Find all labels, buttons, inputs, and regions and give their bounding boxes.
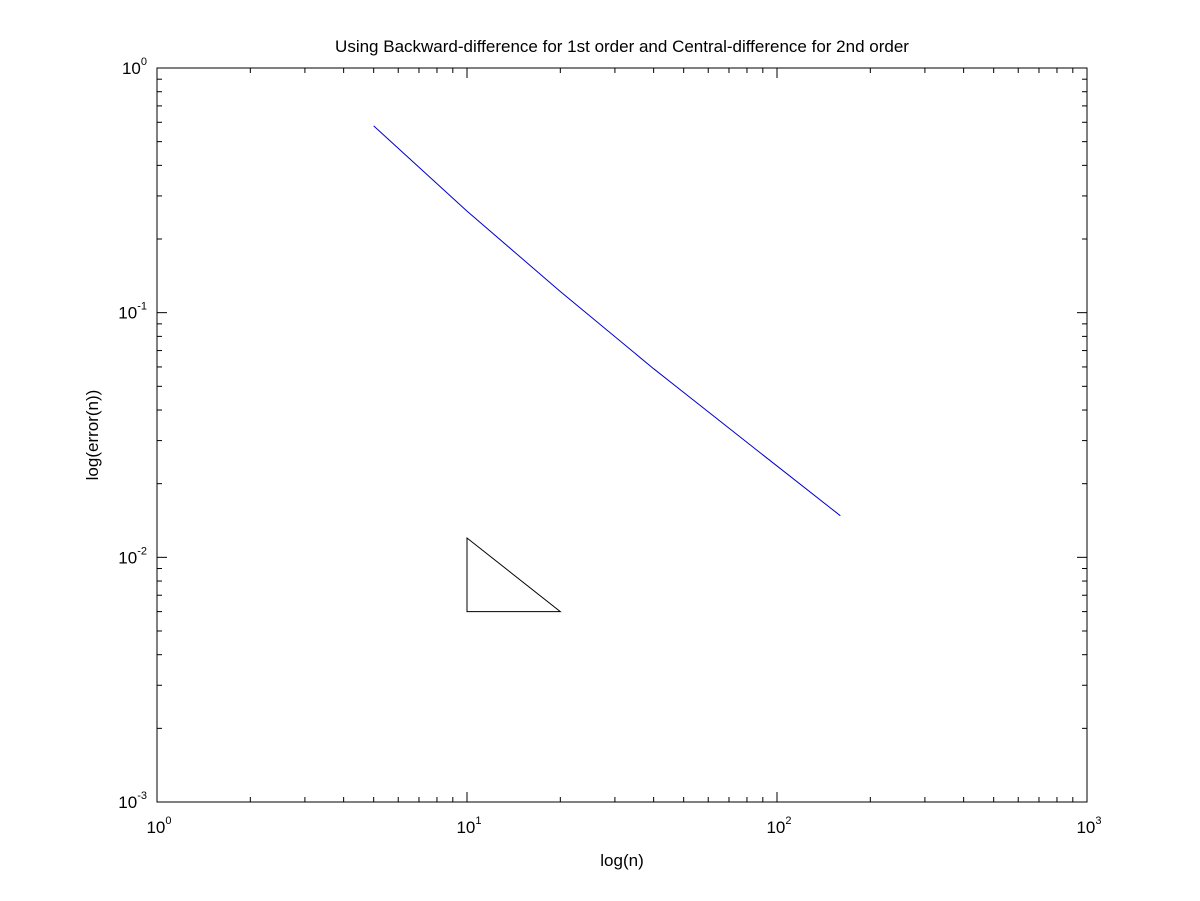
x-tick-label: 100 [146, 815, 171, 837]
y-tick-label: 10-2 [118, 545, 147, 567]
y-tick-label-base: 10 [118, 548, 137, 567]
series-line [373, 125, 841, 517]
y-tick-label-exponent: -2 [137, 545, 147, 557]
series-layer [373, 125, 841, 517]
x-tick-label-exponent: 0 [165, 815, 171, 827]
y-tick-label-exponent: 0 [141, 56, 147, 68]
x-tick-label: 102 [766, 815, 791, 837]
y-axis-label: log(error(n)) [83, 390, 102, 481]
x-axis-label: log(n) [600, 851, 643, 870]
annotation-layer [466, 536, 562, 613]
x-tick-label: 101 [456, 815, 481, 837]
plot-area [156, 67, 1088, 803]
slope-triangle [466, 536, 562, 613]
y-tick-label-exponent: -3 [137, 790, 147, 802]
x-tick-label-exponent: 3 [1095, 815, 1101, 827]
y-tick-label-base: 10 [122, 59, 141, 78]
x-tick-label-exponent: 2 [785, 815, 791, 827]
y-tick-label-base: 10 [118, 793, 137, 812]
x-tick-label-base: 10 [766, 818, 785, 837]
y-tick-label: 10-3 [118, 790, 147, 812]
x-tick-label-base: 10 [146, 818, 165, 837]
x-tick-label: 103 [1076, 815, 1101, 837]
y-tick-label-base: 10 [118, 304, 137, 323]
y-tick-label: 10-1 [118, 301, 147, 323]
x-tick-label-base: 10 [456, 818, 475, 837]
y-tick-label: 100 [122, 56, 147, 78]
y-tick-label-exponent: -1 [137, 301, 147, 313]
x-tick-label-exponent: 1 [475, 815, 481, 827]
axis-ticks [156, 67, 1088, 803]
chart-title: Using Backward-difference for 1st order … [335, 37, 909, 56]
axes-frame [156, 67, 1088, 803]
x-tick-label-base: 10 [1076, 818, 1095, 837]
